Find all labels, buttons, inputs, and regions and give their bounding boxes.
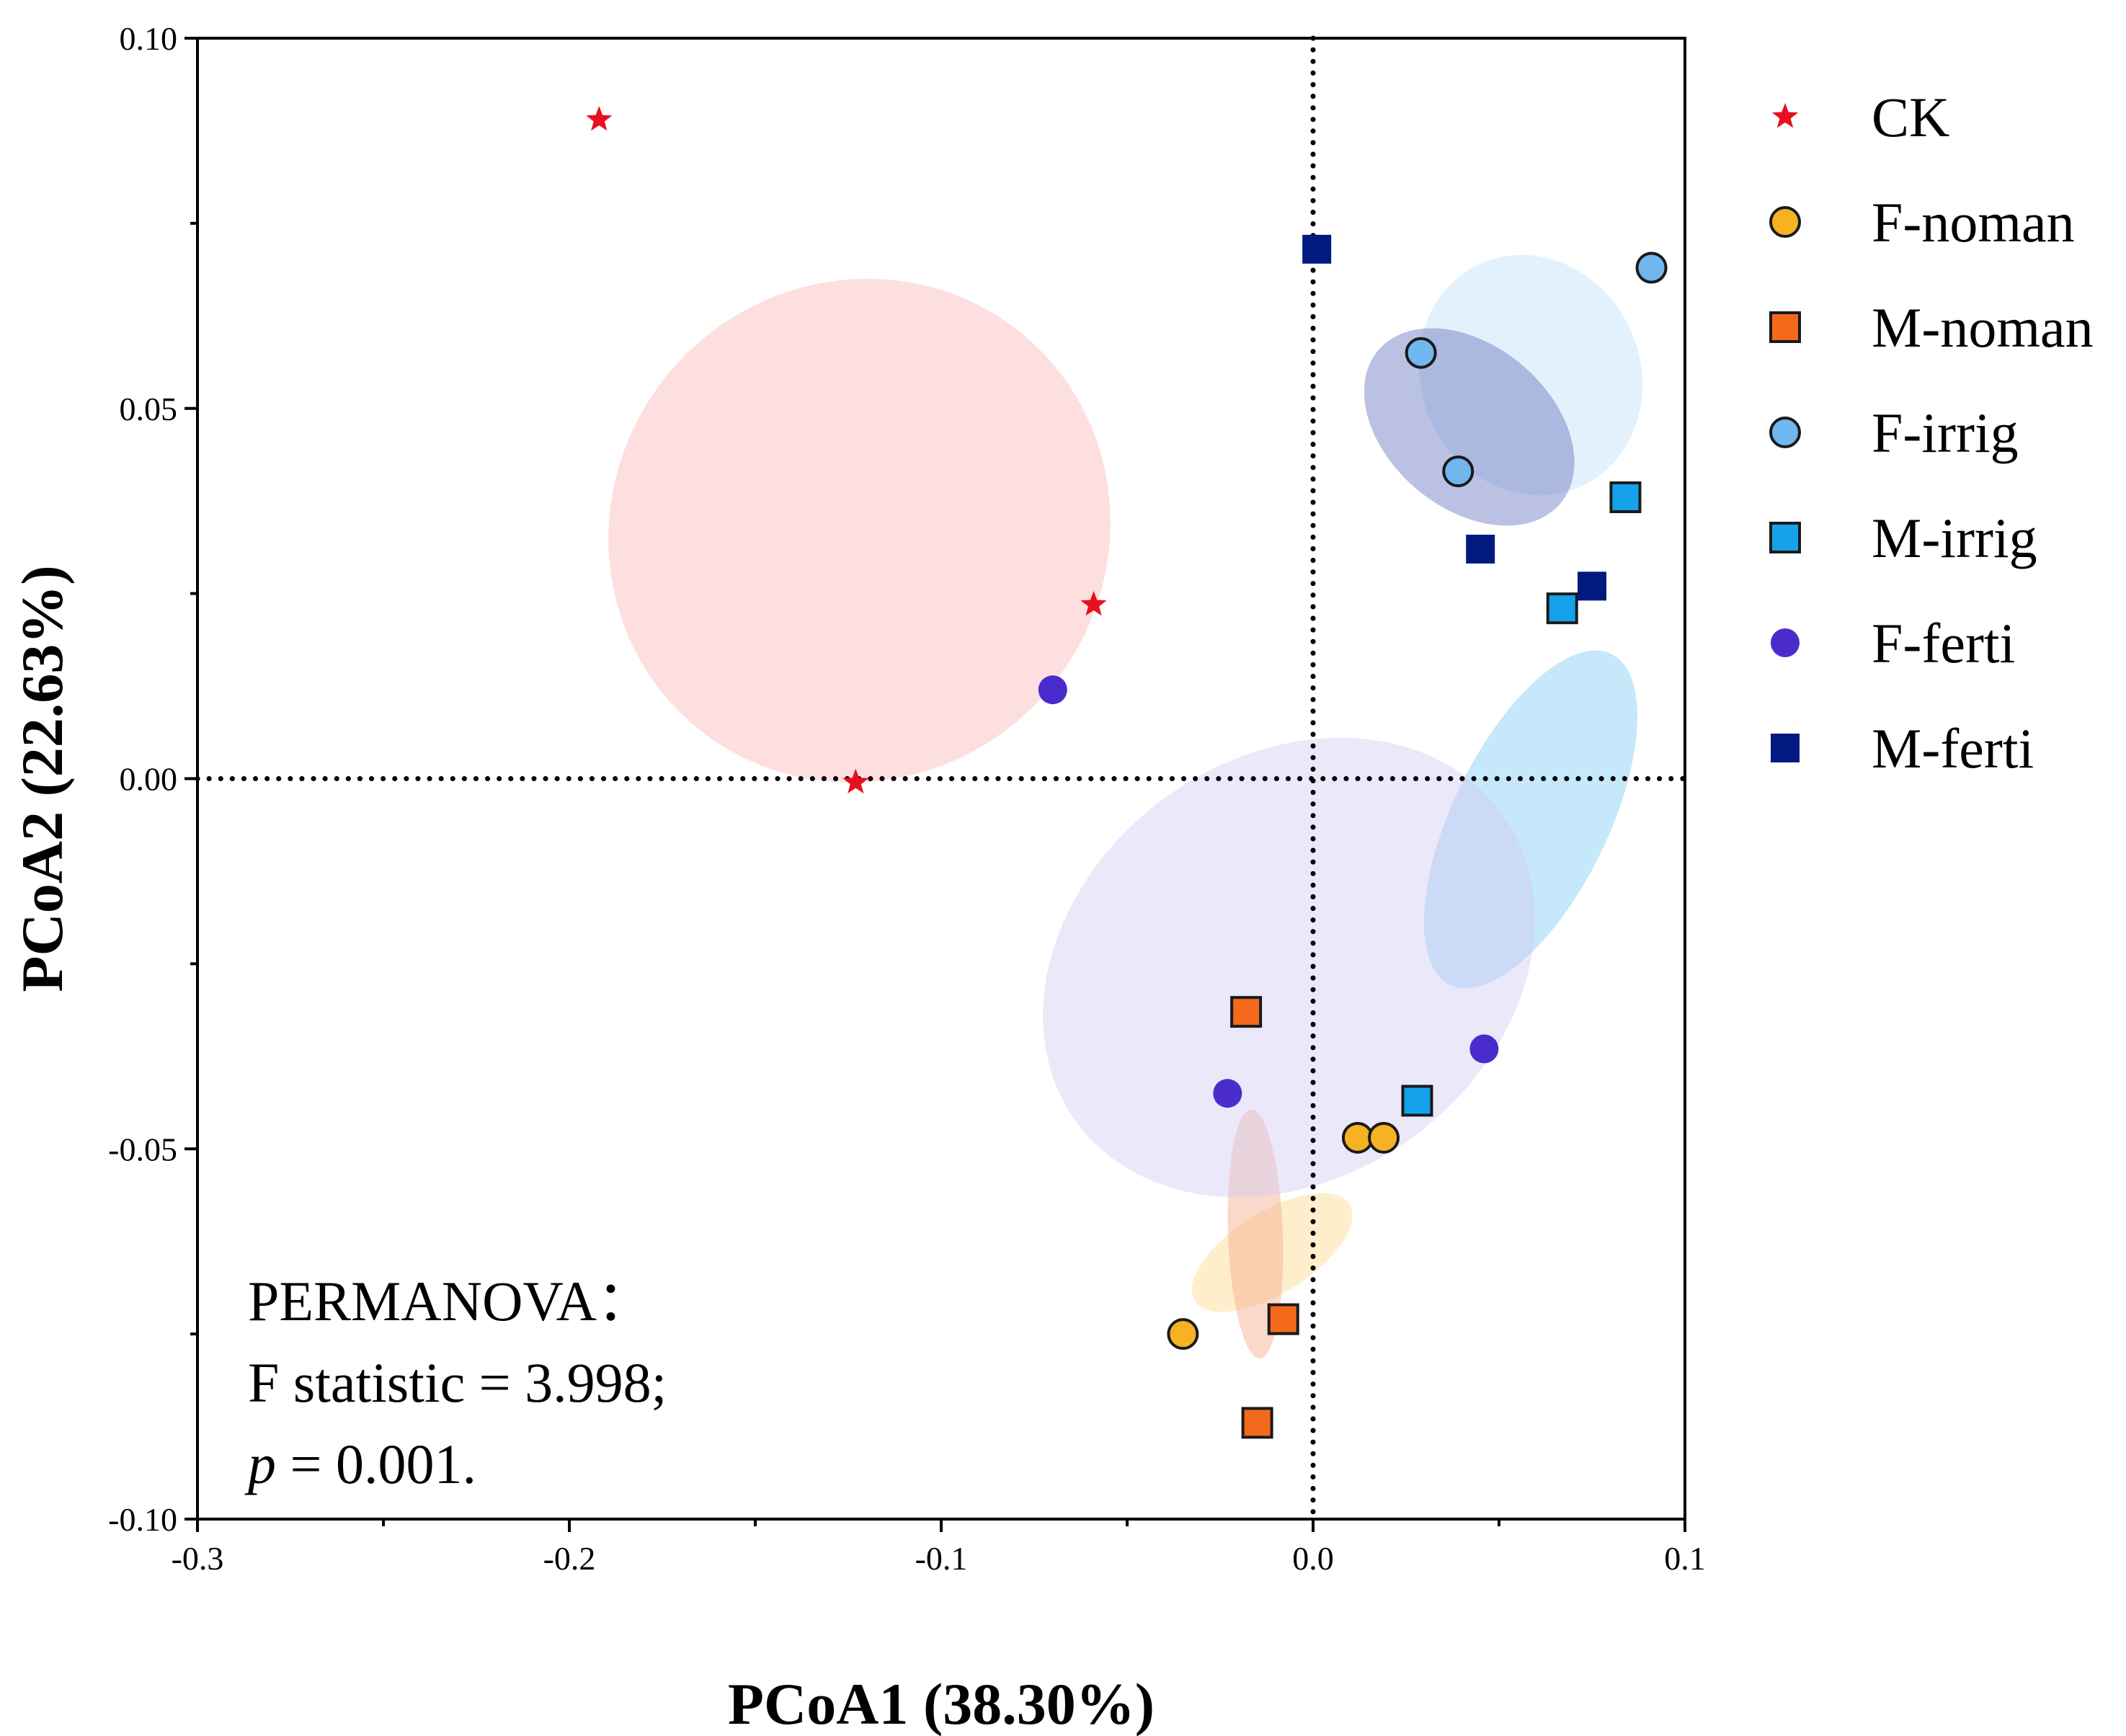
- point-f-irrig: [1442, 455, 1475, 488]
- ellipse-m-ferti: [1364, 328, 1575, 526]
- p-symbol: p: [244, 1433, 276, 1495]
- y-tick-label: -0.10: [108, 1501, 177, 1538]
- y-axis-ticks: -0.10 -0.05 0.00 0.05 0.10: [108, 20, 197, 1538]
- legend-label-f-noman: F-noman: [1872, 191, 2075, 254]
- point-f-irrig: [1635, 252, 1668, 284]
- p-value-text: p = 0.001.: [244, 1433, 476, 1495]
- legend-marker-m-noman: [1769, 311, 1801, 343]
- y-tick-label: 0.05: [120, 391, 178, 427]
- point-m-ferti: [1466, 534, 1495, 564]
- point-m-ferti: [1302, 234, 1332, 264]
- p-value: = 0.001.: [276, 1433, 476, 1495]
- point-f-noman: [1368, 1121, 1400, 1154]
- confidence-ellipses: [608, 254, 1643, 1359]
- ellipse-m-noman: [1227, 1109, 1284, 1359]
- point-ck: [586, 106, 613, 131]
- point-ck: [842, 768, 869, 793]
- legend: CK F-noman M-noman F-irrig M-irrig F-ferti M-f…: [1769, 86, 2094, 780]
- legend-label-f-irrig: F-irrig: [1872, 401, 2019, 464]
- legend-label-m-irrig: M-irrig: [1872, 507, 2037, 569]
- x-axis-title: PCoA1 (38.30%): [728, 1671, 1155, 1736]
- data-points: [586, 106, 1668, 1439]
- y-tick-label: 0.00: [120, 761, 178, 798]
- point-m-noman: [1241, 1407, 1273, 1439]
- legend-marker-m-ferti: [1771, 734, 1800, 762]
- x-tick-label: -0.1: [915, 1540, 968, 1577]
- point-f-ferti: [1469, 1034, 1499, 1064]
- point-ck: [1080, 591, 1107, 616]
- point-m-noman: [1230, 996, 1263, 1028]
- ellipse-f-irrig: [1418, 254, 1643, 496]
- legend-marker-f-irrig: [1769, 417, 1801, 448]
- point-m-noman: [1267, 1303, 1299, 1335]
- point-f-ferti: [1038, 675, 1067, 705]
- legend-label-m-noman: M-noman: [1872, 296, 2094, 359]
- point-f-irrig: [1405, 337, 1437, 369]
- x-tick-label: 0.0: [1292, 1540, 1334, 1577]
- legend-marker-ck: [1771, 103, 1799, 128]
- x-tick-label: -0.3: [172, 1540, 224, 1577]
- point-m-irrig: [1546, 592, 1578, 625]
- point-m-irrig: [1401, 1085, 1433, 1117]
- permanova-title: PERMANOVA：: [248, 1270, 653, 1332]
- point-f-noman: [1341, 1121, 1374, 1154]
- x-axis-ticks: -0.3 -0.2 -0.1 0.0 0.1: [172, 1519, 1706, 1577]
- legend-label-ck: CK: [1872, 86, 1949, 148]
- y-axis-title: PCoA2 (22.63%): [9, 565, 75, 992]
- legend-label-m-ferti: M-ferti: [1872, 717, 2034, 780]
- ellipse-ck: [608, 278, 1111, 783]
- ellipse-m-irrig: [1423, 650, 1637, 989]
- x-tick-label: 0.1: [1664, 1540, 1706, 1577]
- x-tick-label: -0.2: [543, 1540, 596, 1577]
- legend-marker-f-ferti: [1771, 628, 1800, 657]
- y-tick-label: -0.05: [108, 1131, 177, 1167]
- legend-marker-m-irrig: [1769, 522, 1801, 553]
- f-statistic-text: F statistic = 3.998;: [248, 1351, 667, 1414]
- point-f-noman: [1167, 1318, 1199, 1350]
- point-m-irrig: [1609, 481, 1642, 514]
- reference-lines: [195, 35, 1688, 1522]
- ellipse-f-ferti: [1043, 737, 1535, 1198]
- point-m-ferti: [1578, 571, 1606, 601]
- legend-label-f-ferti: F-ferti: [1872, 612, 2015, 675]
- legend-marker-f-noman: [1769, 206, 1801, 238]
- point-f-ferti: [1213, 1079, 1242, 1108]
- permanova-annotation: PERMANOVA： F statistic = 3.998; p = 0.00…: [244, 1270, 667, 1495]
- y-tick-label: 0.10: [120, 20, 178, 57]
